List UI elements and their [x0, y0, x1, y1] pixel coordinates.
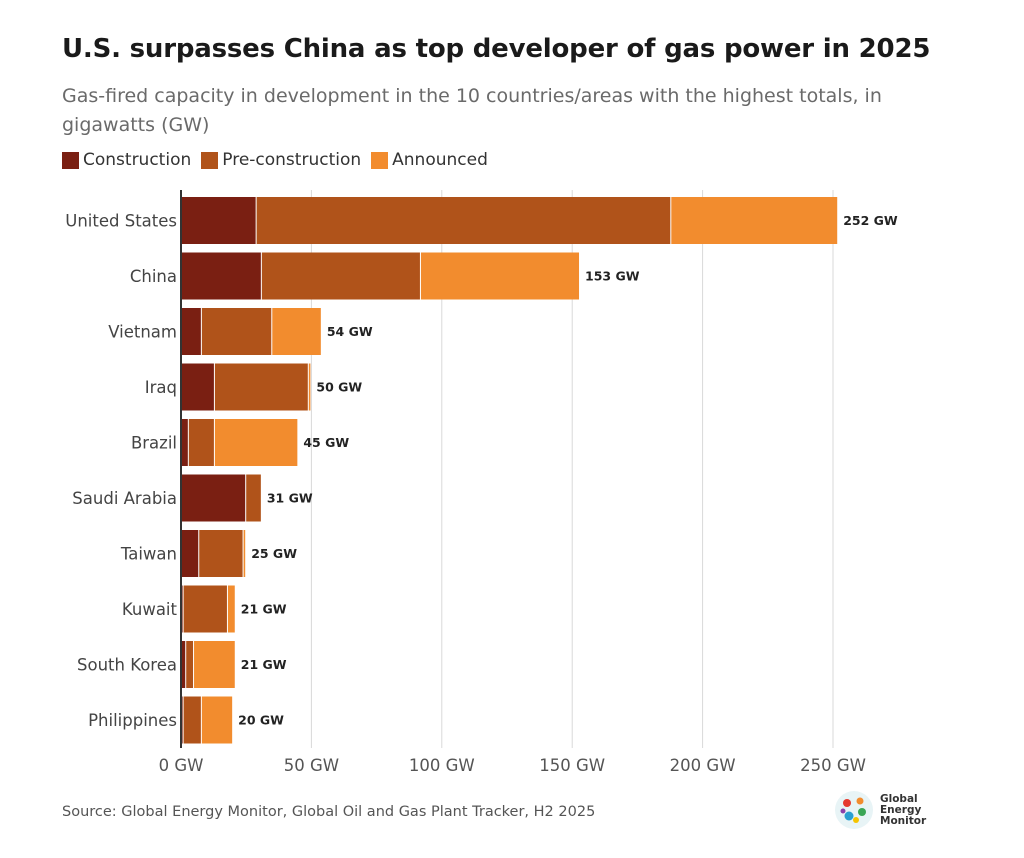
x-tick-label-250: 250 GW [800, 756, 866, 775]
bar-united-states-construction [181, 197, 256, 244]
bar-china-construction [181, 252, 261, 300]
bar-south-korea-construction [181, 641, 186, 688]
bar-taiwan-announced [243, 530, 246, 577]
total-label-taiwan: 25 GW [251, 546, 297, 561]
x-tick-label-150: 150 GW [539, 756, 605, 775]
bar-brazil-announced [214, 419, 298, 466]
x-tick-label-200: 200 GW [670, 756, 736, 775]
bar-vietnam-pre-construction [201, 308, 272, 355]
category-label-south-korea: South Korea [77, 656, 177, 675]
bar-south-korea-announced [194, 641, 235, 688]
total-label-philippines: 20 GW [238, 713, 284, 728]
category-label-saudi-arabia: Saudi Arabia [72, 489, 177, 508]
total-label-iraq: 50 GW [316, 380, 362, 395]
bar-kuwait-announced [227, 585, 235, 633]
bar-vietnam-announced [272, 308, 321, 355]
bar-saudi-arabia-construction [181, 474, 246, 522]
legend: Construction Pre-construction Announced [62, 150, 488, 170]
bar-saudi-arabia-pre-construction [246, 474, 261, 522]
legend-item-construction: Construction [62, 150, 191, 170]
category-label-kuwait: Kuwait [122, 600, 178, 619]
legend-swatch-construction [62, 151, 79, 169]
gem-logo: Global Energy Monitor [834, 790, 926, 830]
legend-label-announced: Announced [392, 150, 488, 170]
logo-line-1: Global [880, 792, 918, 805]
chart-title: U.S. surpasses China as top developer of… [62, 34, 931, 64]
legend-swatch-announced [371, 151, 389, 169]
bar-chart: 252 GW United States 153 GW China 54 GW Vietn… [65, 190, 898, 775]
category-label-china: China [130, 267, 177, 286]
logo-line-2: Energy [880, 803, 922, 816]
source-note: Source: Global Energy Monitor, Global Oi… [62, 804, 596, 820]
bar-united-states-pre-construction [256, 197, 671, 244]
total-label-saudi-arabia: 31 GW [267, 491, 313, 506]
legend-label-pre-construction: Pre-construction [222, 150, 362, 170]
chart-subtitle: Gas-fired capacity in development in the… [62, 85, 882, 136]
total-label-united-states: 252 GW [843, 213, 898, 228]
total-label-china: 153 GW [585, 269, 640, 284]
bar-taiwan-construction [181, 530, 199, 577]
legend-item-announced: Announced [371, 150, 488, 170]
bar-philippines-announced [201, 696, 233, 744]
logo-line-3: Monitor [880, 814, 927, 827]
x-tick-label-0: 0 GW [159, 756, 204, 775]
bar-taiwan-pre-construction [199, 530, 243, 577]
legend-item-pre-construction: Pre-construction [201, 150, 361, 170]
bar-brazil-pre-construction [188, 419, 214, 466]
category-label-iraq: Iraq [145, 378, 177, 397]
category-label-taiwan: Taiwan [120, 545, 177, 564]
bar-iraq-construction [181, 363, 214, 411]
x-tick-label-50: 50 GW [284, 756, 339, 775]
bar-kuwait-pre-construction [183, 585, 227, 633]
bar-united-states-announced [671, 197, 838, 244]
total-label-south-korea: 21 GW [241, 657, 287, 672]
category-label-vietnam: Vietnam [108, 323, 177, 342]
total-label-vietnam: 54 GW [327, 324, 373, 339]
bar-iraq-announced [308, 363, 311, 411]
bar-philippines-pre-construction [183, 696, 201, 744]
legend-label-construction: Construction [83, 150, 192, 170]
globe-icon [835, 791, 873, 829]
bar-china-pre-construction [261, 252, 420, 300]
bar-china-announced [420, 252, 580, 300]
total-label-brazil: 45 GW [303, 435, 349, 450]
bar-iraq-pre-construction [214, 363, 308, 411]
category-label-united-states: United States [65, 212, 177, 231]
category-label-philippines: Philippines [88, 711, 177, 730]
legend-swatch-pre-construction [201, 151, 219, 169]
total-label-kuwait: 21 GW [241, 602, 287, 617]
bar-south-korea-pre-construction [186, 641, 194, 688]
x-tick-label-100: 100 GW [409, 756, 475, 775]
category-label-brazil: Brazil [131, 434, 177, 453]
bar-brazil-construction [181, 419, 188, 466]
bar-vietnam-construction [181, 308, 201, 355]
